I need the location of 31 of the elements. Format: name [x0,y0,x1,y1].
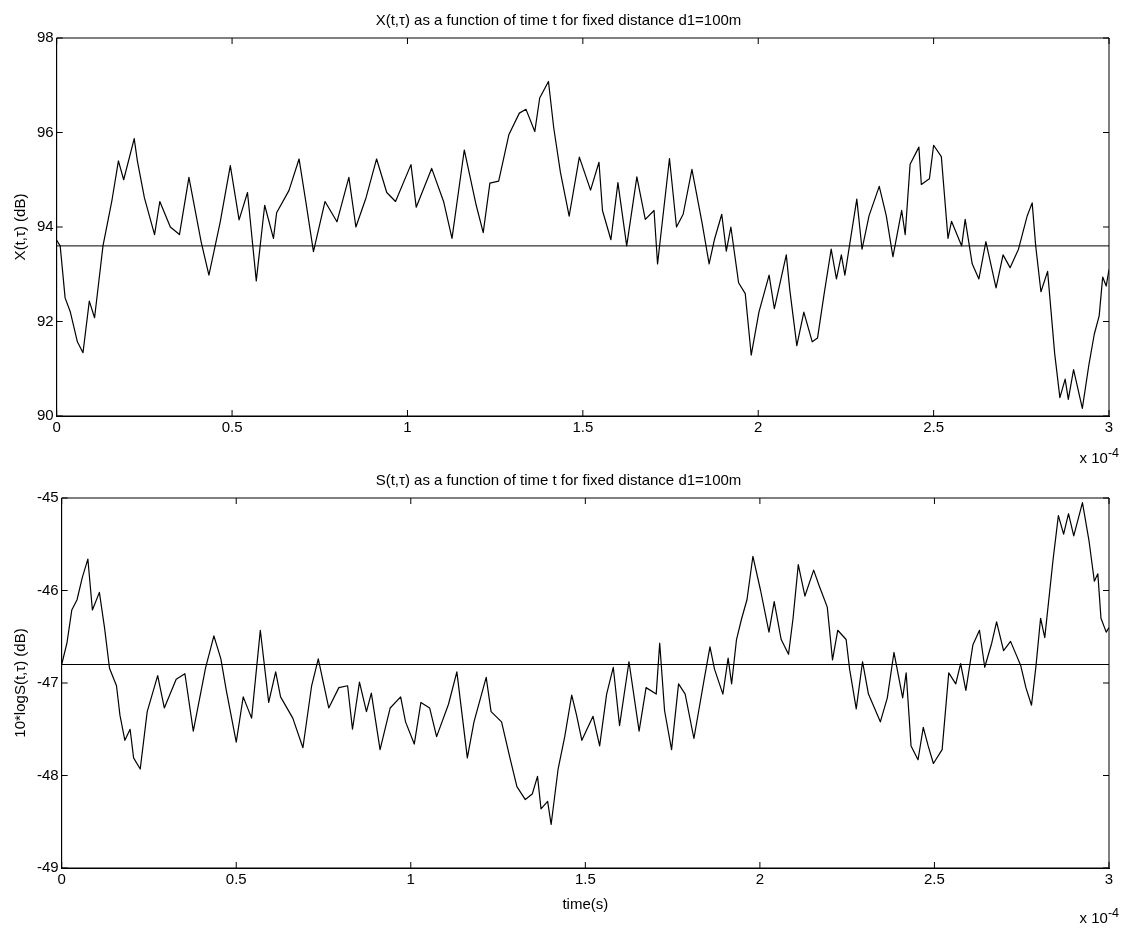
x-tick-label: 3 [1104,418,1114,436]
x-tick-label: 3 [1104,870,1114,888]
x-tick-label: 2.5 [924,870,945,888]
x-tick-label: 0 [52,418,61,436]
x-tick-label: 0.5 [225,870,247,888]
y-tick-label: 98 [37,28,54,46]
x-tick-label: 1.5 [574,870,596,888]
y-tick-label: 90 [37,406,54,424]
y-tick-label: -45 [36,488,59,506]
text: x 10$^{-4}$ [1079,906,1119,926]
x-tick-label: 0 [57,870,66,888]
y-axis-title: 10*logS(t,τ) (dB) [11,628,29,738]
x-tick-label: 2.5 [923,418,945,436]
y-tick-label: 92 [37,311,54,329]
y-tick-label: -46 [36,580,59,598]
x-axis-title: time(s) [562,895,609,913]
x-tick-label: 2 [754,418,763,436]
y-tick-label: -47 [36,673,59,691]
y-tick-label: -48 [36,765,59,783]
x-tick-label: 1.5 [572,418,594,436]
x-tick-label: 1 [406,870,415,888]
y-tick-label: -49 [36,858,59,876]
x-tick-label: 1 [403,418,412,436]
chart-title: X(t,τ) as a function of time t for fixed distance d1=100m [375,11,742,29]
chart-title: S(t,τ) as a function of time t for fixed distance d1=100m [375,471,742,489]
x-tick-label: 0.5 [221,418,243,436]
y-tick-label: 94 [37,217,54,235]
y-axis-title: X(t,τ) (dB) [11,193,29,261]
text: x 10$^{-4}$ [1079,446,1119,466]
x-tick-label: 2 [755,870,765,888]
y-tick-label: 96 [37,122,54,140]
